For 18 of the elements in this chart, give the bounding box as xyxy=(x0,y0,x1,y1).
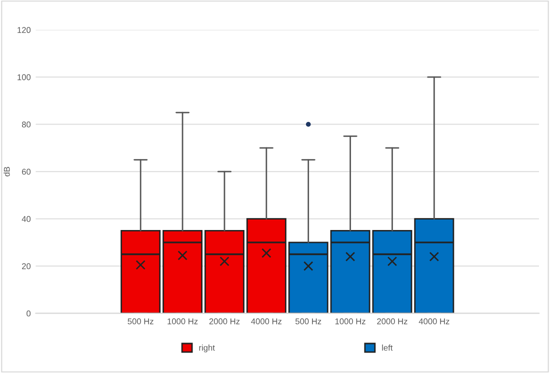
x-tick-label: 2000 Hz xyxy=(209,318,240,324)
x-tick-label: 4000 Hz xyxy=(418,318,450,324)
legend-label: left xyxy=(382,344,393,351)
x-tick-label: 4000 Hz xyxy=(251,318,282,324)
x-tick-label: 500 Hz xyxy=(295,318,322,324)
y-tick-label: 80 xyxy=(22,122,31,128)
y-tick-label: 40 xyxy=(22,216,31,222)
x-tick-label: 500 Hz xyxy=(128,318,154,324)
y-tick-label: 100 xyxy=(18,74,31,80)
y-tick-label: 60 xyxy=(22,168,31,175)
legend-label: right xyxy=(199,344,215,352)
x-tick-label: 2000 Hz xyxy=(377,318,408,324)
y-tick-label: 0 xyxy=(26,310,31,316)
x-tick-label: 1000 Hz xyxy=(335,318,366,324)
x-tick-label: 1000 Hz xyxy=(168,318,198,324)
y-tick-label: 120 xyxy=(18,27,31,33)
y-tick-label: 20 xyxy=(22,263,31,270)
y-axis-title: dB xyxy=(4,166,10,176)
